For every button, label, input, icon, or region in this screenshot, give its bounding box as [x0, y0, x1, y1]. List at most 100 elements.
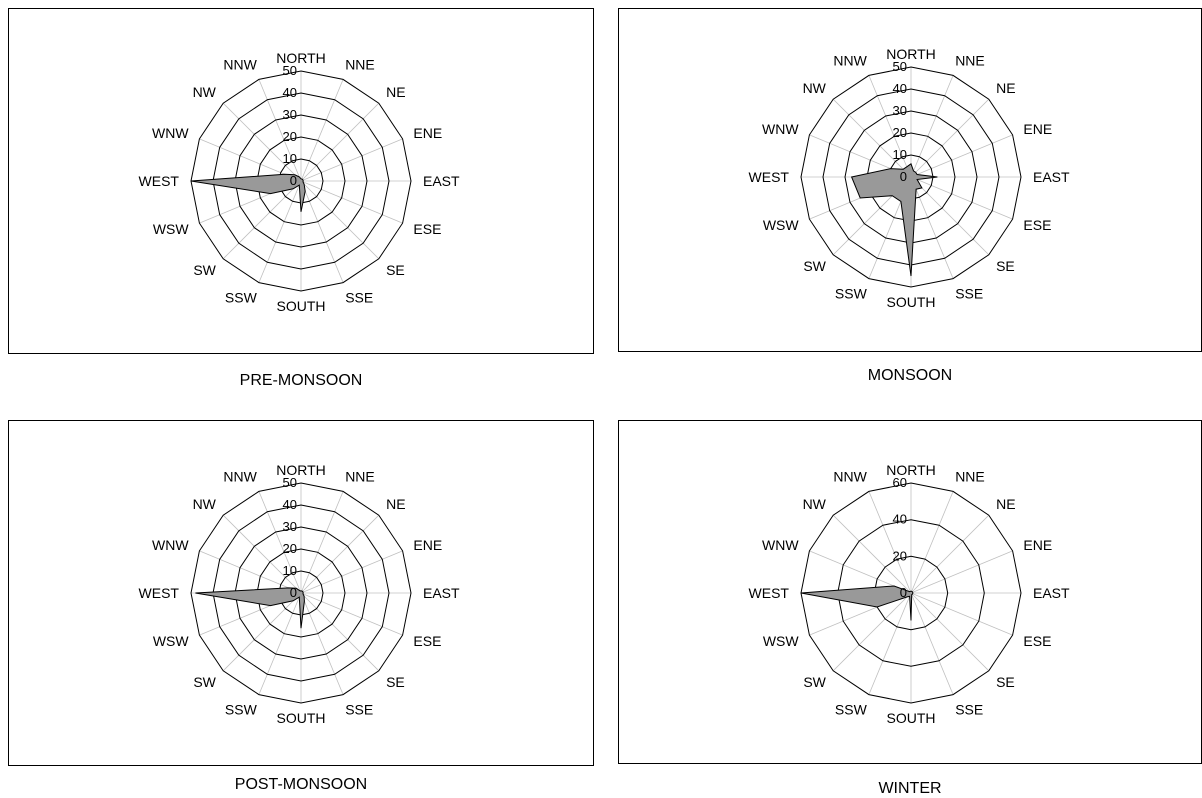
radar-direction-label: EAST	[423, 585, 460, 601]
radar-direction-label: EAST	[1033, 585, 1070, 601]
radar-direction-label: NE	[386, 84, 405, 100]
radar-direction-label: WEST	[749, 169, 790, 185]
radar-direction-label: SOUTH	[277, 710, 326, 726]
radar-direction-label: ESE	[1023, 217, 1051, 233]
radar-spoke	[910, 514, 990, 594]
radar-direction-label: NNW	[833, 469, 867, 485]
radar-spoke	[910, 134, 1013, 178]
radar-direction-label: WSW	[153, 633, 190, 649]
radar-spoke	[222, 514, 302, 594]
radar-tick-label: 50	[283, 63, 297, 78]
radar-direction-label: WSW	[763, 633, 800, 649]
radar-direction-label: NNE	[345, 469, 375, 485]
radar-ring	[234, 526, 368, 660]
radar-direction-label: WSW	[153, 221, 190, 237]
radar-data-area	[800, 585, 914, 621]
chart-panel-post-monsoon: 0 10 20 30 40 50 NORTH NNE NE ENE EAST ESE SE SSE SOUT…	[8, 420, 594, 766]
radar-direction-label: WNW	[762, 537, 799, 553]
radar-ring	[234, 114, 368, 248]
radar-spoke	[258, 79, 302, 182]
radar-direction-label: EAST	[423, 173, 460, 189]
radar-tick-label: 40	[893, 81, 907, 96]
radar-ring	[190, 70, 412, 292]
radar-tick-label: 50	[893, 59, 907, 74]
radar-direction-label: SW	[803, 258, 826, 274]
radar-direction-label: ESE	[413, 633, 441, 649]
radar-ring	[256, 136, 346, 226]
radar-direction-label: EAST	[1033, 169, 1070, 185]
radar-spoke	[868, 491, 912, 594]
radar-direction-label: WSW	[763, 217, 800, 233]
radar-spoke	[832, 98, 912, 178]
radar-tick-label: 10	[893, 147, 907, 162]
radar-spoke	[222, 592, 302, 672]
radar-direction-label: NE	[996, 80, 1015, 96]
radar-direction-label: SE	[386, 262, 405, 278]
radar-tick-label: 60	[893, 475, 907, 490]
radar-spoke	[258, 592, 302, 695]
radar-direction-label: NE	[386, 496, 405, 512]
radar-direction-label: SSW	[835, 701, 868, 717]
radar-ring	[212, 504, 390, 682]
radar-direction-label: NW	[193, 84, 217, 100]
radar-direction-label: NW	[193, 496, 217, 512]
radar-direction-label: NNW	[223, 469, 257, 485]
chart-caption: PRE-MONSOON	[239, 372, 363, 389]
radar-spoke	[300, 592, 403, 636]
radar-ring	[873, 555, 949, 631]
radar-spoke	[258, 491, 302, 594]
radar-direction-label: SSE	[345, 289, 373, 305]
radar-direction-label: SW	[193, 262, 216, 278]
radar-tick-label: 40	[893, 512, 907, 527]
radar-direction-label: NNE	[955, 469, 985, 485]
radar-direction-label: WEST	[139, 585, 180, 601]
radar-direction-label: ENE	[413, 125, 442, 141]
radar-spoke	[300, 491, 344, 594]
radar-tick-label: 50	[283, 475, 297, 490]
radar-direction-label: SSE	[345, 701, 373, 717]
radar-spoke	[910, 592, 954, 695]
radar-ring	[837, 519, 985, 667]
radar-direction-label: ESE	[413, 221, 441, 237]
radar-direction-label: SOUTH	[277, 298, 326, 314]
radar-spoke	[300, 550, 403, 594]
radar-tick-label: 30	[893, 103, 907, 118]
radar-direction-label: SSW	[225, 701, 258, 717]
radar-direction-label: NW	[803, 496, 827, 512]
radar-spoke	[300, 180, 380, 260]
chart-panel-winter: 0 20 40 60 NORTH NNE NE ENE EAST ESE SE SSE SOUTH SSW…	[618, 420, 1202, 764]
radar-direction-label: NNW	[223, 57, 257, 73]
radar-spoke	[300, 138, 403, 182]
radar-tick-label: 0	[290, 585, 297, 600]
radar-ring	[190, 482, 412, 704]
radar-spoke	[910, 176, 990, 256]
radar-tick-label: 20	[283, 129, 297, 144]
radar-direction-label: NORTH	[276, 50, 326, 66]
radar-spoke	[832, 514, 912, 594]
radar-direction-label: SE	[996, 674, 1015, 690]
radar-tick-label: 0	[290, 173, 297, 188]
radar-direction-label: SSW	[225, 289, 258, 305]
radar-tick-label: 0	[900, 169, 907, 184]
radar-tick-label: 0	[900, 585, 907, 600]
radar-direction-label: WNW	[152, 537, 189, 553]
radar-direction-label: ESE	[1023, 633, 1051, 649]
radar-spoke	[910, 550, 1013, 594]
radar-direction-label: NORTH	[886, 46, 936, 62]
radar-ring	[212, 92, 390, 270]
radar-direction-label: WEST	[749, 585, 790, 601]
radar-spoke	[868, 75, 912, 178]
radar-spoke	[300, 592, 380, 672]
radar-data-area	[195, 587, 305, 629]
radar-spoke	[300, 180, 344, 283]
radar-spoke	[910, 491, 954, 594]
radar-tick-label: 10	[283, 563, 297, 578]
radar-direction-label: WNW	[762, 121, 799, 137]
radar-tick-label: 30	[283, 519, 297, 534]
chart-caption: POST-MONSOON	[234, 776, 368, 793]
radar-direction-label: WEST	[139, 173, 180, 189]
radar-direction-label: SW	[803, 674, 826, 690]
radar-direction-label: ENE	[1023, 121, 1052, 137]
